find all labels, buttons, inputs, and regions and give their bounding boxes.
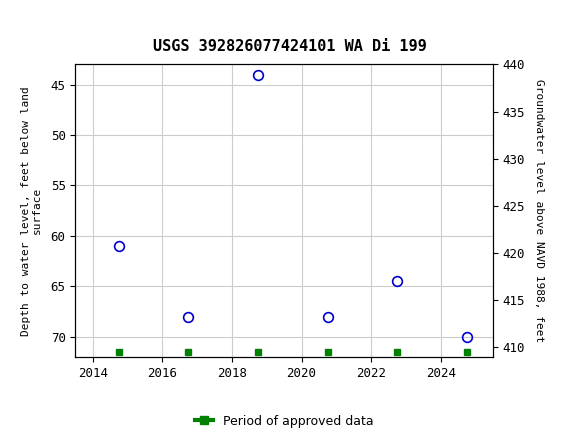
Text: ≡USGS: ≡USGS bbox=[9, 12, 96, 33]
Text: USGS 392826077424101 WA Di 199: USGS 392826077424101 WA Di 199 bbox=[153, 39, 427, 54]
Y-axis label: Depth to water level, feet below land
surface: Depth to water level, feet below land su… bbox=[21, 86, 42, 335]
Legend: Period of approved data: Period of approved data bbox=[190, 409, 379, 430]
Y-axis label: Groundwater level above NAVD 1988, feet: Groundwater level above NAVD 1988, feet bbox=[534, 79, 543, 342]
